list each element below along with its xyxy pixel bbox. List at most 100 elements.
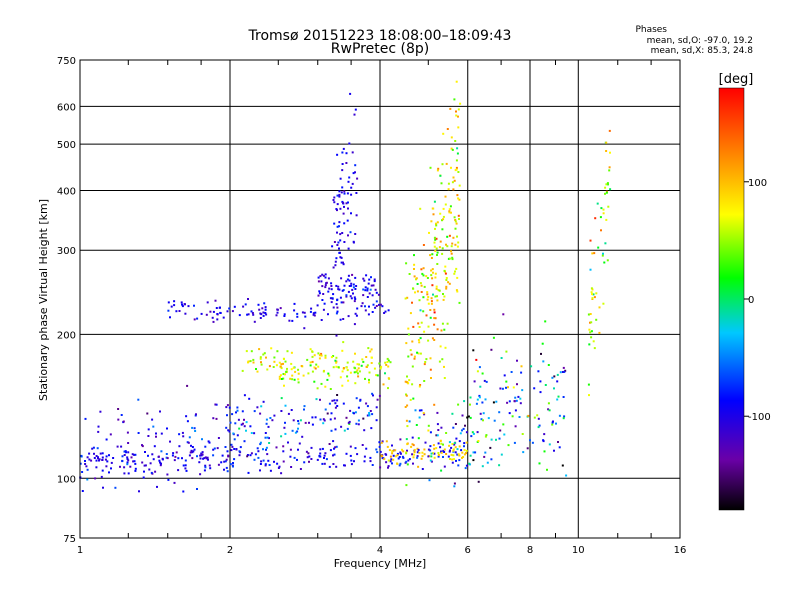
echo-point (443, 377, 446, 379)
echo-point (290, 351, 293, 354)
echo-point (277, 467, 280, 469)
echo-point (388, 449, 391, 452)
echo-point (454, 140, 457, 142)
echo-point (154, 470, 157, 473)
echo-point (378, 303, 380, 306)
echo-point (518, 416, 521, 418)
echo-point (237, 418, 240, 421)
echo-point (267, 459, 270, 462)
echo-point (201, 453, 204, 456)
echo-point (191, 446, 194, 448)
echo-point (429, 316, 432, 319)
echo-point (321, 299, 324, 301)
echo-point (433, 236, 436, 239)
echo-point (333, 399, 336, 402)
echo-point (321, 285, 324, 288)
echo-point (338, 221, 341, 224)
echo-point (343, 205, 345, 208)
echo-point (341, 232, 344, 234)
echo-point (329, 449, 332, 452)
echo-point (507, 386, 509, 389)
echo-point (259, 443, 262, 446)
echo-point (278, 377, 281, 380)
echo-point (481, 465, 484, 468)
echo-point (273, 360, 276, 363)
echo-point (412, 325, 415, 328)
echo-point (199, 457, 202, 460)
echo-point (409, 398, 412, 401)
echo-point (242, 422, 244, 425)
echo-point (297, 381, 300, 384)
echo-point (266, 453, 269, 456)
echo-point (343, 190, 346, 193)
echo-point (368, 292, 371, 295)
echo-point (334, 402, 337, 405)
echo-point (387, 387, 389, 390)
echo-point (369, 288, 372, 291)
echo-point (310, 458, 313, 460)
echo-point (238, 450, 241, 453)
echo-point (442, 207, 445, 210)
echo-point (196, 317, 199, 320)
echo-point (537, 417, 540, 420)
echo-point (245, 350, 248, 353)
echo-point (419, 384, 422, 386)
echo-point (291, 319, 294, 322)
echo-point (147, 428, 150, 431)
echo-point (354, 288, 357, 290)
echo-point (249, 454, 252, 457)
echo-point (245, 429, 247, 432)
echo-point (134, 453, 137, 456)
echo-point (349, 231, 352, 234)
stats-header: Phases (635, 25, 667, 35)
echo-point (332, 266, 335, 269)
echo-point (465, 431, 468, 434)
echo-point (314, 367, 317, 370)
echo-point (386, 357, 389, 360)
echo-point (563, 370, 566, 373)
echo-point (445, 432, 448, 434)
echo-point (347, 290, 350, 293)
echo-point (225, 458, 228, 461)
echo-point (247, 361, 249, 364)
echo-point (342, 341, 345, 344)
echo-point (431, 284, 434, 287)
echo-point (442, 456, 444, 458)
echo-point (338, 190, 341, 193)
echo-point (458, 459, 461, 462)
echo-point (343, 284, 346, 287)
echo-point (450, 446, 453, 449)
echo-point (436, 328, 439, 331)
echo-point (120, 414, 123, 416)
echo-point (591, 252, 594, 255)
echo-point (253, 410, 256, 413)
echo-point (411, 443, 414, 446)
echo-point (598, 306, 601, 309)
echo-point (413, 453, 416, 456)
echo-point (406, 449, 408, 452)
echo-point (440, 182, 443, 185)
echo-point (260, 460, 263, 463)
echo-point (430, 302, 433, 305)
echo-point (451, 412, 454, 415)
echo-point (167, 309, 170, 312)
echo-point (447, 455, 450, 458)
echo-point (283, 384, 285, 387)
echo-point (259, 356, 262, 359)
echo-point (398, 464, 401, 467)
echo-point (411, 301, 413, 304)
echo-point (420, 409, 423, 412)
echo-point (465, 441, 468, 444)
echo-point (436, 411, 439, 414)
echo-point (196, 488, 198, 490)
echo-point (394, 449, 397, 452)
echo-point (188, 454, 191, 457)
echo-point (430, 269, 433, 272)
echo-point (173, 300, 176, 303)
echo-point (186, 441, 189, 444)
echo-point (460, 449, 463, 452)
echo-point (232, 465, 234, 468)
echo-point (104, 458, 107, 461)
echo-point (342, 367, 345, 369)
colorbar-tick-label: -100 (748, 412, 771, 423)
